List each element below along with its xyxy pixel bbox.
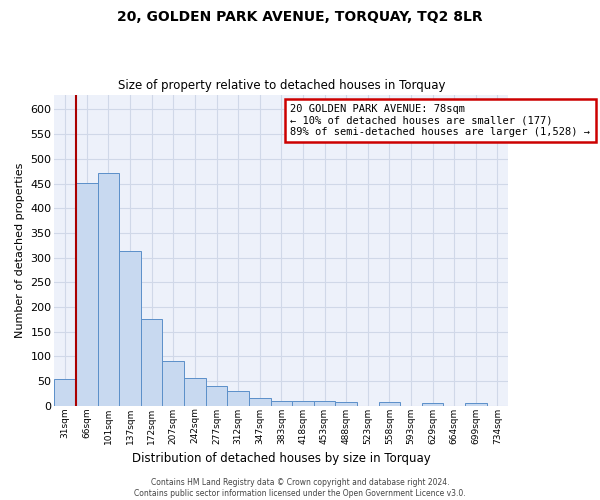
Bar <box>206 386 227 406</box>
Bar <box>76 183 98 406</box>
Text: 20 GOLDEN PARK AVENUE: 78sqm
← 10% of detached houses are smaller (177)
89% of s: 20 GOLDEN PARK AVENUE: 78sqm ← 10% of de… <box>290 104 590 137</box>
Bar <box>163 362 184 406</box>
Bar <box>141 320 163 406</box>
Bar <box>227 391 249 406</box>
Bar <box>335 402 357 406</box>
Bar <box>271 401 292 406</box>
Text: 20, GOLDEN PARK AVENUE, TORQUAY, TQ2 8LR: 20, GOLDEN PARK AVENUE, TORQUAY, TQ2 8LR <box>117 10 483 24</box>
Bar <box>379 402 400 406</box>
Y-axis label: Number of detached properties: Number of detached properties <box>15 162 25 338</box>
Title: Size of property relative to detached houses in Torquay: Size of property relative to detached ho… <box>118 79 445 92</box>
Bar <box>422 404 443 406</box>
Bar <box>249 398 271 406</box>
Bar <box>292 401 314 406</box>
Bar <box>465 404 487 406</box>
Bar <box>98 173 119 406</box>
Bar <box>119 251 141 406</box>
Bar <box>55 379 76 406</box>
X-axis label: Distribution of detached houses by size in Torquay: Distribution of detached houses by size … <box>132 452 431 465</box>
Bar <box>314 401 335 406</box>
Text: Contains HM Land Registry data © Crown copyright and database right 2024.
Contai: Contains HM Land Registry data © Crown c… <box>134 478 466 498</box>
Bar <box>184 378 206 406</box>
